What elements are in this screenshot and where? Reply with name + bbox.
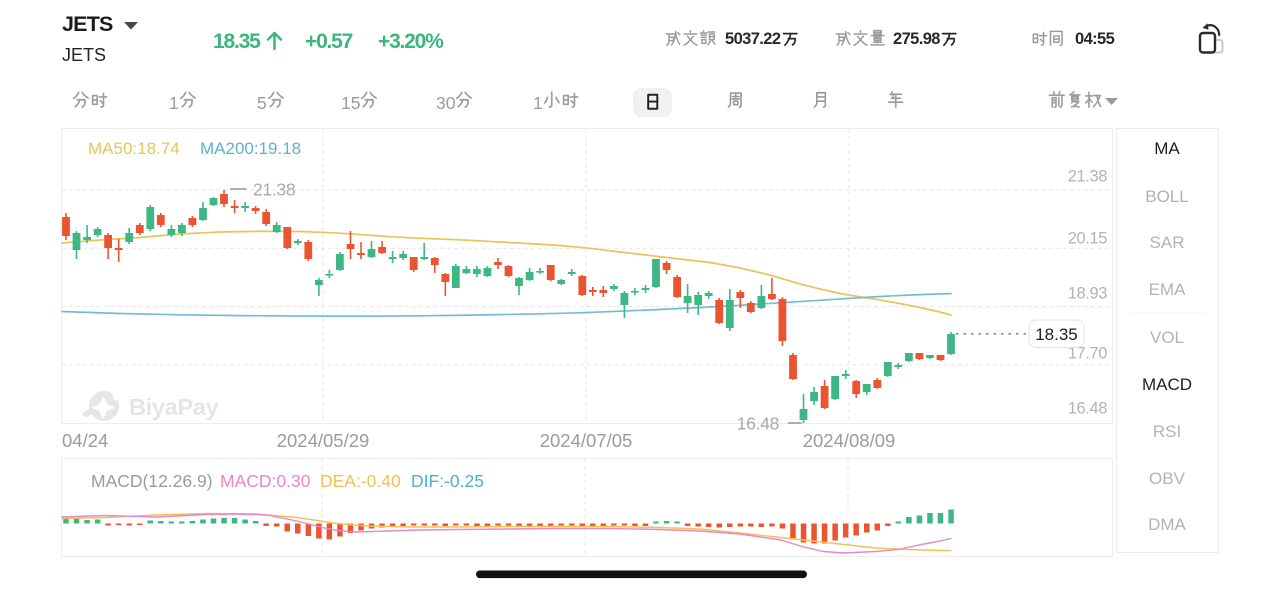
svg-text:+0.57: +0.57 <box>305 30 353 53</box>
svg-text:1: 1 <box>533 93 543 113</box>
svg-text:21.38: 21.38 <box>253 180 295 200</box>
svg-text:JETS: JETS <box>62 12 113 36</box>
svg-text:5037.22: 5037.22 <box>725 30 781 48</box>
svg-text:16.48: 16.48 <box>737 414 779 434</box>
svg-text:30: 30 <box>436 93 456 113</box>
svg-text:5: 5 <box>257 93 267 113</box>
svg-text:MA: MA <box>1154 139 1180 158</box>
svg-text:JETS: JETS <box>62 45 106 65</box>
svg-text:OBV: OBV <box>1149 469 1186 488</box>
svg-text:21.38: 21.38 <box>1068 168 1108 186</box>
svg-text:16.48: 16.48 <box>1068 400 1108 418</box>
svg-text:2024/07/05: 2024/07/05 <box>540 430 633 451</box>
svg-text:04/24: 04/24 <box>62 430 108 451</box>
svg-text:MACD: MACD <box>1142 375 1192 394</box>
svg-text:MACD(12.26.9): MACD(12.26.9) <box>91 471 213 491</box>
svg-text:2024/08/09: 2024/08/09 <box>803 430 896 451</box>
svg-text:DMA: DMA <box>1148 515 1186 534</box>
svg-text:1: 1 <box>169 93 179 113</box>
svg-text:18.35: 18.35 <box>1035 325 1078 344</box>
svg-text:20.15: 20.15 <box>1068 230 1108 248</box>
svg-text:2024/05/29: 2024/05/29 <box>277 430 370 451</box>
svg-text:BOLL: BOLL <box>1145 187 1188 206</box>
svg-text:DIF:-0.25: DIF:-0.25 <box>411 471 484 491</box>
svg-text:18.35: 18.35 <box>213 30 261 53</box>
svg-text:MACD:0.30: MACD:0.30 <box>220 471 311 491</box>
svg-text:MA50:18.74: MA50:18.74 <box>88 139 180 158</box>
svg-text:MA200:19.18: MA200:19.18 <box>200 139 301 158</box>
svg-text:SAR: SAR <box>1150 233 1185 252</box>
svg-text:15: 15 <box>341 93 360 113</box>
svg-text:275.98: 275.98 <box>893 30 940 48</box>
svg-text:17.70: 17.70 <box>1068 345 1108 363</box>
svg-text:BiyaPay: BiyaPay <box>129 394 219 420</box>
svg-text:RSI: RSI <box>1153 422 1181 441</box>
svg-text:VOL: VOL <box>1150 328 1184 347</box>
svg-text:EMA: EMA <box>1149 280 1187 299</box>
svg-text:04:55: 04:55 <box>1075 30 1115 48</box>
svg-text:DEA:-0.40: DEA:-0.40 <box>320 471 401 491</box>
svg-text:18.93: 18.93 <box>1068 285 1108 303</box>
svg-text:+3.20%: +3.20% <box>378 30 444 53</box>
